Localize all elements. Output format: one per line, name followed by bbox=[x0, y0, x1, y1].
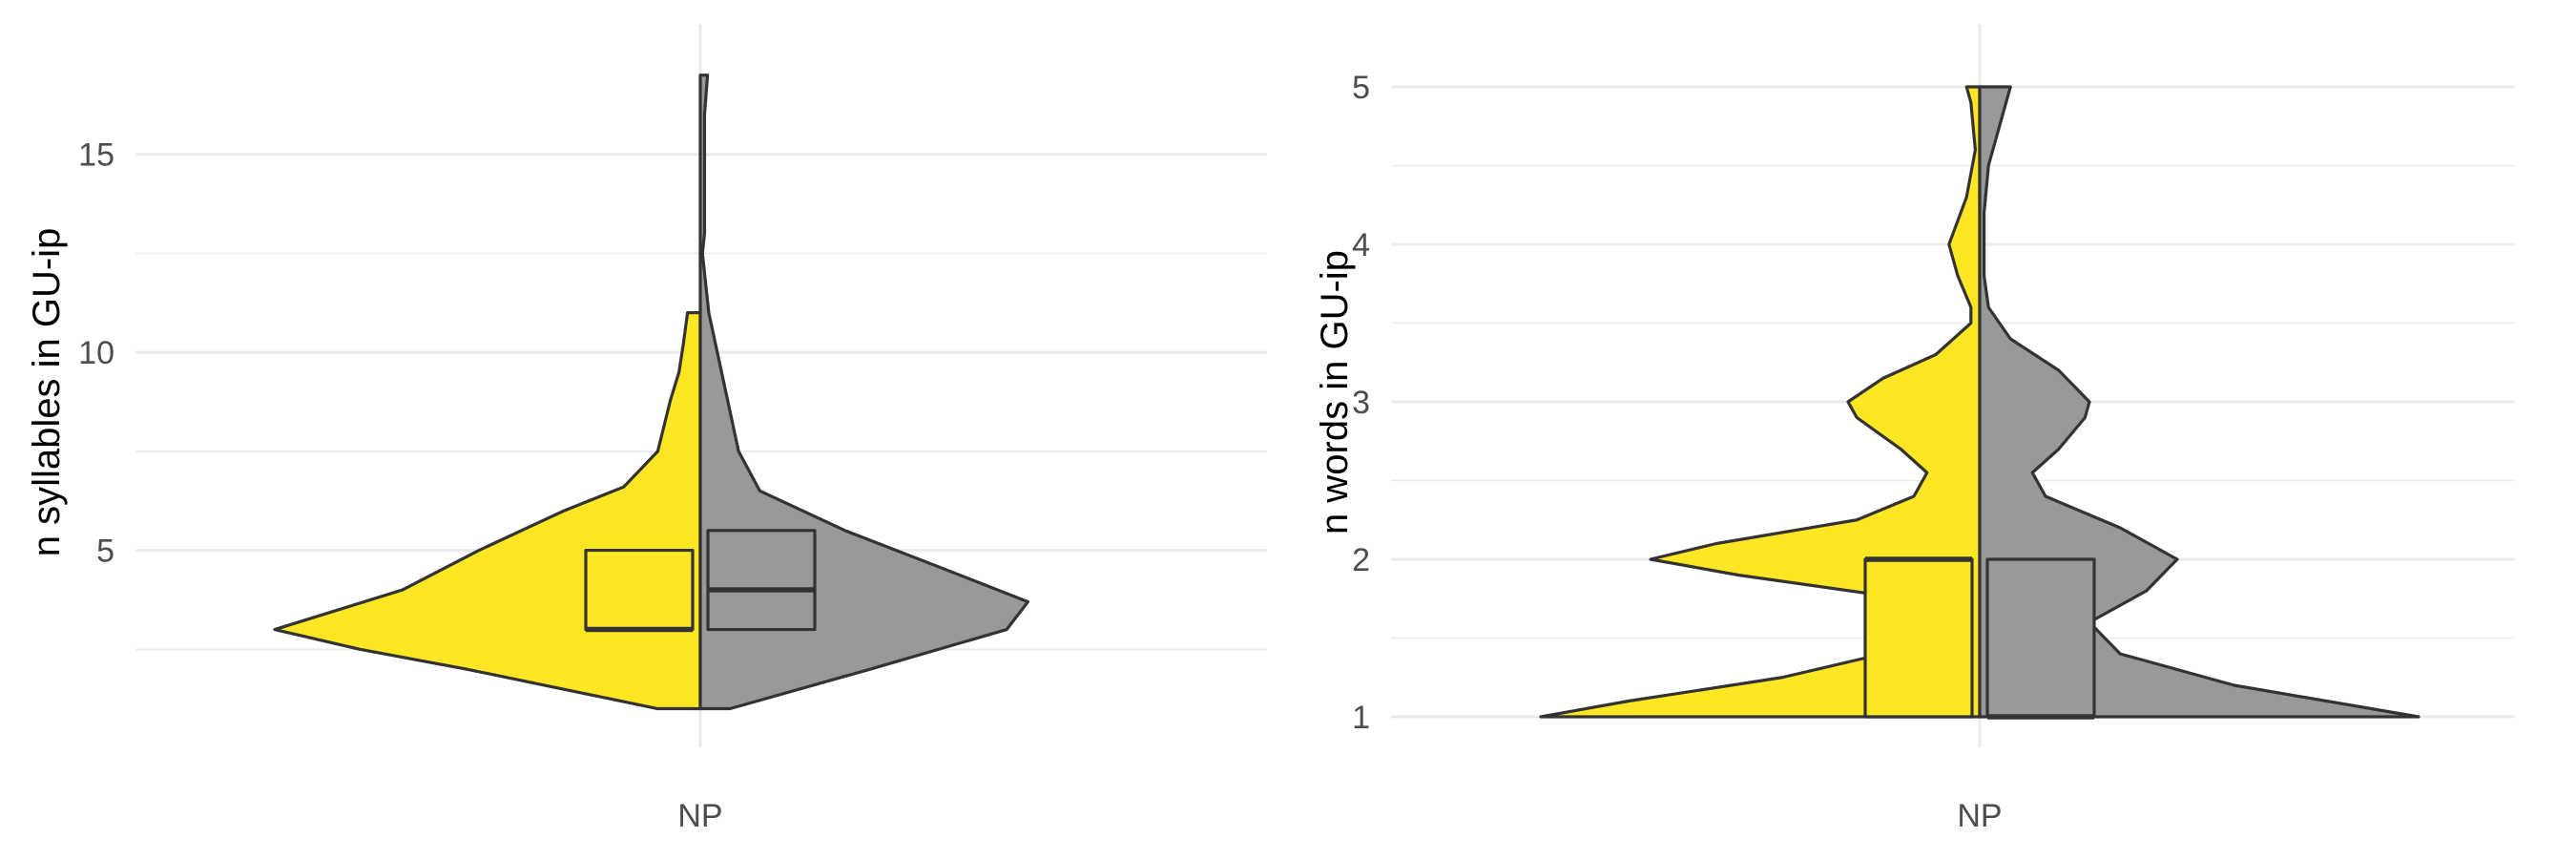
y-axis-label: n words in GU-ip bbox=[1314, 250, 1356, 534]
violin-panel-syllables: 5 10 15 NP n syllables in GU-ip bbox=[26, 24, 1267, 834]
box-left bbox=[1863, 557, 1974, 719]
y-tick-label: 2 bbox=[1352, 542, 1370, 578]
y-tick-label: 1 bbox=[1352, 700, 1370, 736]
x-tick-label: NP bbox=[677, 798, 722, 834]
y-tick-label: 10 bbox=[78, 335, 114, 371]
box-right bbox=[1985, 557, 2096, 719]
violin-panel-words: 1 2 3 4 5 NP n words in GU-ip bbox=[1314, 24, 2515, 834]
x-tick-label: NP bbox=[1957, 798, 2002, 834]
y-tick-label: 3 bbox=[1352, 385, 1370, 421]
box-left bbox=[584, 548, 695, 632]
y-tick-label: 15 bbox=[78, 137, 114, 174]
y-tick-label: 5 bbox=[96, 534, 114, 570]
y-axis-label: n syllables in GU-ip bbox=[26, 228, 68, 557]
y-tick-label: 4 bbox=[1352, 227, 1370, 263]
box-right bbox=[706, 529, 817, 632]
y-tick-label: 5 bbox=[1352, 70, 1370, 106]
